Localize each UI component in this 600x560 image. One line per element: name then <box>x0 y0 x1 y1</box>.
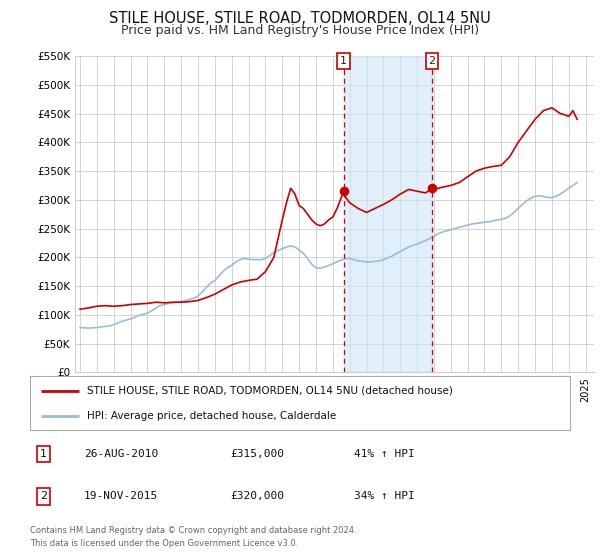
Text: HPI: Average price, detached house, Calderdale: HPI: Average price, detached house, Cald… <box>86 410 336 421</box>
Text: 41% ↑ HPI: 41% ↑ HPI <box>354 449 415 459</box>
Text: Price paid vs. HM Land Registry's House Price Index (HPI): Price paid vs. HM Land Registry's House … <box>121 24 479 36</box>
Text: £315,000: £315,000 <box>230 449 284 459</box>
Text: 2: 2 <box>428 56 436 66</box>
Point <box>427 184 437 193</box>
Text: Contains HM Land Registry data © Crown copyright and database right 2024.: Contains HM Land Registry data © Crown c… <box>30 526 356 535</box>
Text: 34% ↑ HPI: 34% ↑ HPI <box>354 492 415 501</box>
Text: STILE HOUSE, STILE ROAD, TODMORDEN, OL14 5NU: STILE HOUSE, STILE ROAD, TODMORDEN, OL14… <box>109 11 491 26</box>
Text: 1: 1 <box>40 449 47 459</box>
Text: 26-AUG-2010: 26-AUG-2010 <box>84 449 158 459</box>
Bar <box>344 56 432 372</box>
Text: 2: 2 <box>40 492 47 501</box>
Text: This data is licensed under the Open Government Licence v3.0.: This data is licensed under the Open Gov… <box>30 539 298 548</box>
Text: 19-NOV-2015: 19-NOV-2015 <box>84 492 158 501</box>
Text: £320,000: £320,000 <box>230 492 284 501</box>
Point <box>339 186 349 195</box>
Text: 1: 1 <box>340 56 347 66</box>
Text: STILE HOUSE, STILE ROAD, TODMORDEN, OL14 5NU (detached house): STILE HOUSE, STILE ROAD, TODMORDEN, OL14… <box>86 386 452 396</box>
